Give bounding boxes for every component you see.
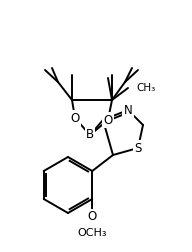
Text: CH₃: CH₃	[136, 83, 155, 93]
Text: S: S	[134, 142, 142, 154]
Text: O: O	[88, 210, 97, 224]
Text: O: O	[70, 111, 80, 124]
Text: OCH₃: OCH₃	[78, 228, 107, 238]
Text: B: B	[86, 129, 94, 142]
Text: N: N	[124, 104, 132, 116]
Text: O: O	[103, 113, 113, 127]
